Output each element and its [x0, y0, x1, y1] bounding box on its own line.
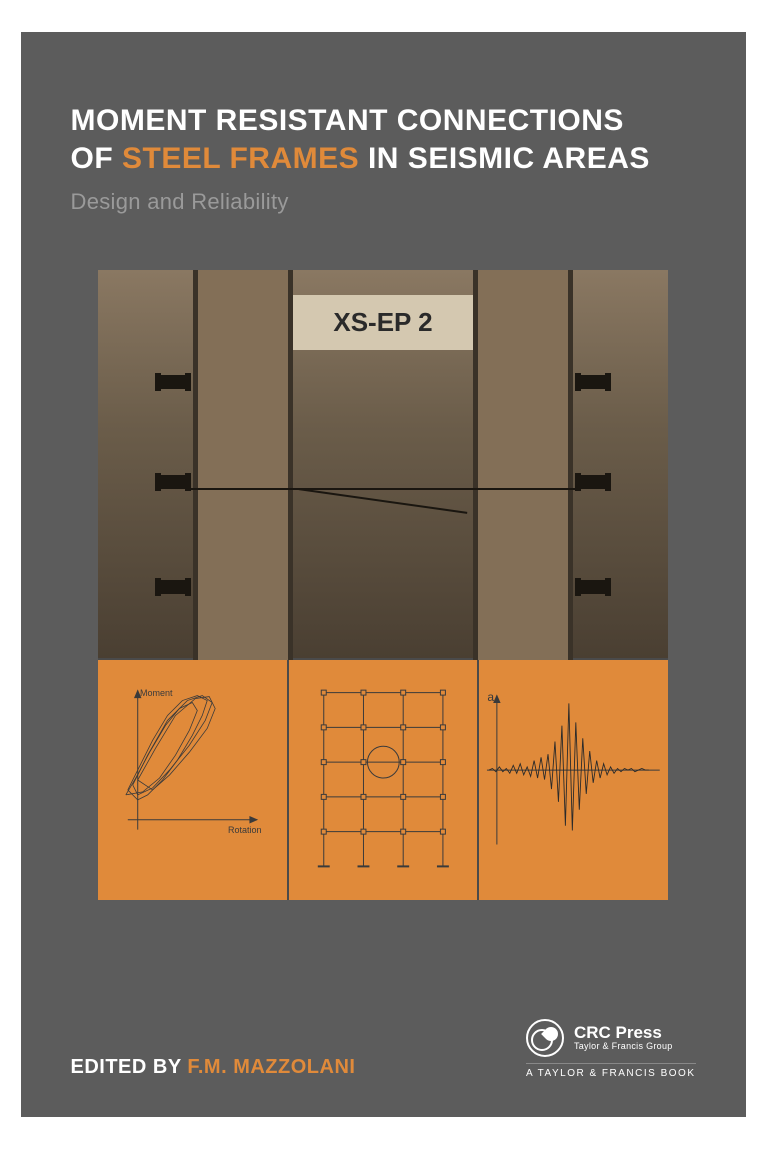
x-axis-label: Rotation	[228, 825, 262, 835]
title-accent: STEEL FRAMES	[122, 142, 359, 175]
subtitle: Design and Reliability	[71, 189, 696, 215]
publisher-name: CRC Press	[574, 1024, 673, 1043]
crc-logo-icon	[526, 1019, 564, 1057]
hysteresis-svg	[98, 660, 287, 900]
frame-diagram	[289, 660, 480, 900]
diagram-row: Moment Rotation a	[98, 660, 668, 900]
wire	[188, 488, 578, 490]
seismogram-svg	[479, 660, 668, 900]
cover-image-block: XS-EP 2 Moment	[98, 270, 668, 900]
editor-name: F.M. MAZZOLANI	[187, 1056, 355, 1078]
bolt-icon	[158, 475, 188, 489]
title-pre: OF	[71, 142, 123, 175]
steel-plate-right	[473, 270, 573, 660]
publisher-sub: Taylor & Francis Group	[574, 1042, 673, 1052]
publisher-block: CRC Press Taylor & Francis Group A TAYLO…	[526, 1019, 696, 1079]
y-axis-label: Moment	[140, 688, 173, 698]
editor-label: EDITED BY	[71, 1056, 188, 1078]
bolt-icon	[578, 475, 608, 489]
publisher-tagline: A TAYLOR & FRANCIS BOOK	[526, 1063, 696, 1079]
editor-line: EDITED BY F.M. MAZZOLANI	[71, 1056, 356, 1079]
footer: EDITED BY F.M. MAZZOLANI CRC Press Taylo…	[71, 1019, 696, 1079]
y-axis-label: a	[487, 690, 494, 704]
bolt-icon	[158, 375, 188, 389]
title-post: IN SEISMIC AREAS	[359, 142, 650, 175]
publisher-top: CRC Press Taylor & Francis Group	[526, 1019, 673, 1057]
hysteresis-diagram: Moment Rotation	[98, 660, 289, 900]
specimen-label: XS-EP 2	[293, 295, 473, 350]
bolt-icon	[578, 375, 608, 389]
bolt-icon	[578, 580, 608, 594]
title-line-1: MOMENT RESISTANT CONNECTIONS	[71, 102, 696, 140]
book-cover: MOMENT RESISTANT CONNECTIONS OF STEEL FR…	[21, 32, 746, 1117]
steel-plate-left	[193, 270, 293, 660]
seismogram-diagram: a	[479, 660, 668, 900]
publisher-text: CRC Press Taylor & Francis Group	[574, 1024, 673, 1053]
title-line-2: OF STEEL FRAMES IN SEISMIC AREAS	[71, 140, 696, 178]
steel-connection-photo: XS-EP 2	[98, 270, 668, 660]
wire	[299, 488, 468, 514]
bolt-icon	[158, 580, 188, 594]
frame-svg	[289, 660, 478, 900]
title-block: MOMENT RESISTANT CONNECTIONS OF STEEL FR…	[71, 102, 696, 215]
